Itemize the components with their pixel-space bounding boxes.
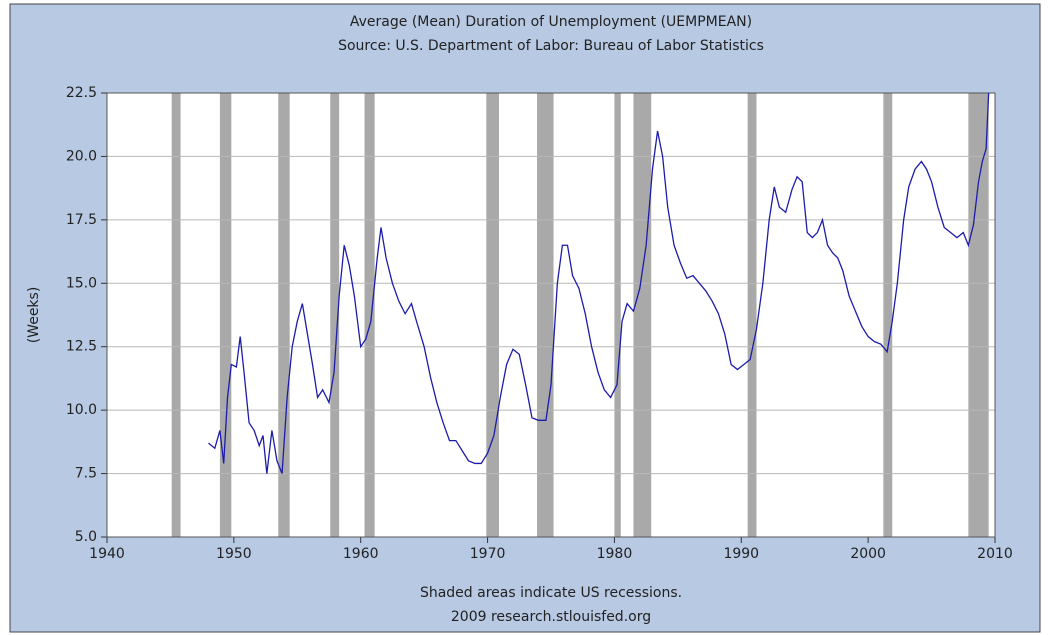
y-tick-label: 7.5: [75, 466, 97, 482]
recession-band: [633, 93, 652, 537]
footnote: 2009 research.stlouisfed.org: [451, 609, 651, 625]
chart-title: Average (Mean) Duration of Unemployment …: [350, 14, 752, 30]
recession-band: [171, 93, 181, 537]
recession-band: [537, 93, 554, 537]
x-tick-label: 1960: [343, 546, 379, 562]
recession-band: [278, 93, 290, 537]
y-tick-label: 17.5: [66, 212, 97, 228]
x-tick-label: 2000: [850, 546, 886, 562]
recession-band: [883, 93, 893, 537]
plot-frame: [106, 92, 996, 538]
recession-band: [747, 93, 757, 537]
recession-band: [330, 93, 340, 537]
y-tick-label: 5.0: [75, 529, 97, 545]
x-tick-label: 1990: [723, 546, 759, 562]
chart-subtitle: Source: U.S. Department of Labor: Bureau…: [338, 38, 764, 54]
recession-band: [364, 93, 375, 537]
y-tick-label: 22.5: [66, 85, 97, 101]
x-tick-label: 2010: [977, 546, 1013, 562]
y-tick-label: 10.0: [66, 402, 97, 418]
recession-band: [219, 93, 232, 537]
x-tick-label: 1950: [216, 546, 252, 562]
y-tick-label: 15.0: [66, 275, 97, 291]
x-tick-label: 1980: [597, 546, 633, 562]
y-axis-label: (Weeks): [26, 287, 42, 344]
recession-band: [486, 93, 499, 537]
y-tick-label: 12.5: [66, 339, 97, 355]
data-line: [208, 92, 990, 474]
recession-band: [968, 93, 989, 537]
footnote: Shaded areas indicate US recessions.: [420, 585, 682, 601]
y-tick-label: 20.0: [66, 148, 97, 164]
x-tick-label: 1940: [89, 546, 125, 562]
recession-band: [614, 93, 621, 537]
x-tick-label: 1970: [470, 546, 506, 562]
